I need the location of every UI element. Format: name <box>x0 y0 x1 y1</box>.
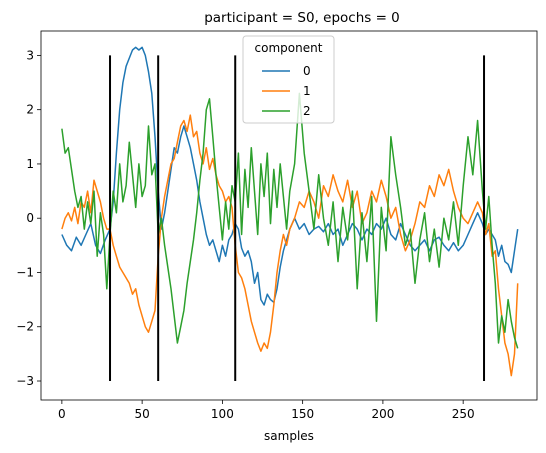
series-layer <box>61 46 519 377</box>
vline-layer <box>109 55 486 382</box>
x-axis-ticks: 0 50 100 150 200 250 <box>58 400 475 421</box>
legend-label-0: 0 <box>303 64 311 78</box>
y-tick-label: 0 <box>26 211 34 225</box>
x-axis-label: samples <box>264 429 314 443</box>
y-tick-label: −1 <box>16 265 34 279</box>
x-tick-label: 100 <box>211 407 234 421</box>
legend-frame <box>242 35 335 124</box>
chart-title: participant = S0, epochs = 0 <box>204 10 400 26</box>
y-tick-label: 2 <box>26 103 34 117</box>
y-tick-label: −3 <box>16 374 34 388</box>
legend-title: component <box>255 41 323 55</box>
y-tick-label: −2 <box>16 320 34 334</box>
x-tick-label: 50 <box>134 407 149 421</box>
series-line-2 <box>61 92 519 349</box>
x-tick-label: 200 <box>371 407 394 421</box>
legend-label-2: 2 <box>303 104 311 118</box>
series-line-1 <box>61 114 519 377</box>
x-tick-label: 150 <box>291 407 314 421</box>
legend-label-1: 1 <box>303 84 311 98</box>
y-tick-label: 1 <box>26 157 34 171</box>
legend: component 0 1 2 <box>242 35 335 124</box>
y-axis-ticks: −3 −2 −1 0 1 2 3 <box>16 48 41 388</box>
axes-frame <box>40 30 538 401</box>
y-tick-label: 3 <box>26 48 34 62</box>
x-tick-label: 0 <box>58 407 66 421</box>
x-tick-label: 250 <box>452 407 475 421</box>
